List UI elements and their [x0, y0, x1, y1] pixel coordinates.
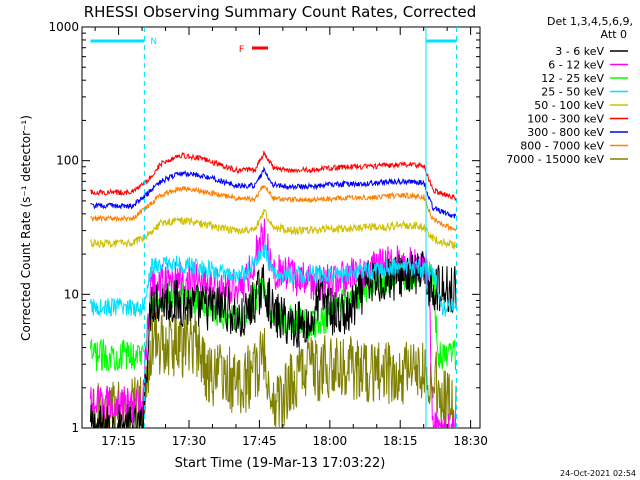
legend-entry: 6 - 12 keV — [548, 59, 604, 72]
legend-entry: 25 - 50 keV — [541, 86, 604, 99]
attenuator-label: Att 0 — [601, 28, 627, 41]
series-line — [90, 166, 457, 219]
plot-frame — [81, 26, 481, 429]
series-line — [90, 311, 457, 428]
series-line — [90, 184, 457, 232]
y-tick-label: 1000 — [48, 20, 79, 34]
legend-entry: 300 - 800 keV — [527, 126, 604, 139]
legend-entry: 12 - 25 keV — [541, 72, 604, 85]
series-line — [89, 208, 457, 250]
y-tick-label: 10 — [64, 287, 79, 301]
x-axis-label: Start Time (19-Mar-13 17:03:22) — [175, 456, 386, 471]
y-axis-label: Corrected Count Rate (s⁻¹ detector⁻¹) — [19, 115, 33, 341]
x-tick-label: 17:15 — [101, 434, 136, 448]
legend-entry: 50 - 100 keV — [534, 99, 604, 112]
x-tick-label: 18:30 — [453, 434, 488, 448]
series-line — [89, 242, 457, 317]
series-line — [89, 251, 457, 428]
legend-entry: 3 - 6 keV — [555, 45, 604, 58]
legend-entry: 100 - 300 keV — [527, 113, 604, 126]
night-flag-label: N — [150, 37, 157, 47]
series-layer — [89, 150, 457, 428]
legend-entry: 7000 - 15000 keV — [506, 153, 604, 166]
y-tick-label: 1 — [71, 421, 79, 435]
x-tick-label: 17:30 — [172, 434, 207, 448]
x-tick-label: 18:00 — [313, 434, 348, 448]
flare-flag-label: F — [239, 45, 244, 55]
chart-title: RHESSI Observing Summary Count Rates, Co… — [84, 3, 477, 21]
y-axis: 1 10 100 1000 — [48, 20, 480, 435]
x-tick-label: 18:15 — [383, 434, 418, 448]
legend-entry: 800 - 7000 keV — [520, 140, 604, 153]
date-stamp: 24-Oct-2021 02:54 — [560, 469, 636, 478]
series-line — [90, 150, 457, 201]
x-axis: 17:15 17:30 17:45 18:00 18:15 18:30 — [94, 27, 488, 448]
detectors-label: Det 1,3,4,5,6,9, — [547, 15, 633, 28]
x-tick-label: 17:45 — [242, 434, 277, 448]
flags-layer: NF — [90, 27, 458, 428]
y-tick-label: 100 — [56, 154, 79, 168]
